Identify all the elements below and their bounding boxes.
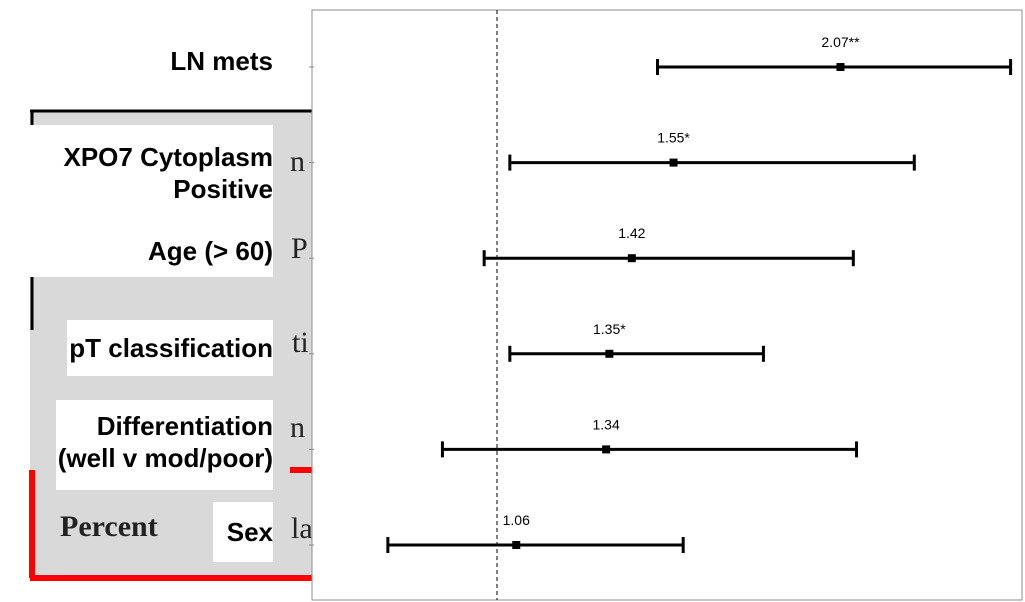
row-label-line: (well v mod/poor) [57, 443, 273, 473]
point-estimate [512, 541, 521, 549]
plot-area [311, 9, 1023, 601]
row-label-line: Differentiation [96, 411, 273, 441]
value-label: 1.55* [657, 130, 690, 146]
value-label: 1.06 [503, 512, 530, 528]
row-label-age: Age (> 60) [29, 213, 273, 277]
point-estimate [836, 63, 845, 71]
background-percent-text: Percent [60, 510, 158, 543]
point-estimate [627, 254, 636, 263]
value-label: 1.34 [593, 416, 620, 432]
point-estimate [669, 158, 678, 167]
row-label-line: Positive [173, 174, 273, 204]
background-fragment-4: la [291, 512, 313, 545]
value-label: 1.35* [593, 321, 626, 337]
point-estimate [602, 445, 611, 454]
row-label-xpo7: XPO7 Cytoplasm Positive [29, 125, 273, 213]
value-label: 1.42 [618, 225, 645, 241]
background-fragment-1: P [291, 232, 308, 265]
row-label-line: pT classification [69, 333, 273, 363]
row-label-differentiation: Differentiation (well v mod/poor) [55, 400, 273, 490]
row-label-pt: pT classification [67, 320, 273, 376]
row-label-line: Age (> 60) [148, 236, 273, 266]
row-label-ln-mets: LN mets [168, 45, 273, 77]
background-fragment-2: ti [292, 326, 309, 359]
row-label-sex: Sex [212, 502, 273, 562]
background-fragment-5: n [290, 145, 305, 178]
value-label: 2.07** [821, 34, 860, 50]
row-label-line: LN mets [170, 46, 273, 76]
row-label-line: XPO7 Cytoplasm [63, 142, 273, 172]
row-label-line: Sex [226, 517, 273, 547]
point-estimate [605, 349, 614, 358]
background-fragment-3: n [290, 411, 305, 444]
